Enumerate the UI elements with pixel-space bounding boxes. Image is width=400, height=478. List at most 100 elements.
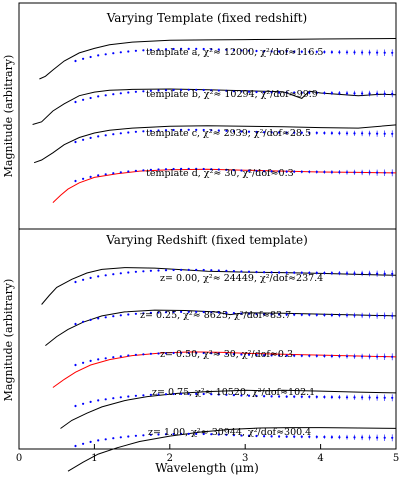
series-a-data-point [187,47,190,51]
series-b-data-point [323,91,326,95]
series-z1.00-data-point [345,436,349,439]
series-z0.00-data-point [187,268,190,271]
series-z0.50-data-point [82,361,85,364]
series-d-data-point [157,168,160,171]
series-z0.25-data-point [195,310,198,313]
bottom-panel-y-axis-label: Magnitude (arbitrary) [2,279,15,402]
series-c-data-point [187,128,190,131]
series-b-data-point [376,92,379,95]
series-b-data-point [149,89,152,92]
series-z0.00-data-point [345,272,349,275]
series-z0.75-data-point [217,393,220,396]
series-z0.75-data-point [127,395,130,398]
series-z0.75-data-point [391,396,394,399]
series-a-data-point [345,51,349,54]
series-a-data-point [225,48,228,51]
series-z0.50-data-point [142,353,145,356]
series-d-data-point [112,172,115,175]
series-b-data-point [89,96,92,100]
series-z1.00-data-point [172,432,175,436]
series-d-data-point [217,168,220,171]
series-d-data-point [187,167,190,170]
series-z1.00-data-point [149,433,152,436]
series-z0.75-data-point [368,396,371,399]
series-z1.00-data-point [187,432,190,435]
series-z0.50-data-point [361,355,364,358]
series-c-data-point [157,129,160,132]
series-a-data-point [270,50,273,53]
series-d-data-point [164,168,168,171]
series-z0.25-data-point [127,313,130,316]
series-z0.00-data-point [293,271,296,274]
series-z0.75-data-point [315,395,318,398]
series-z1.00-data-point [217,433,220,436]
series-z1.00-data-point [157,433,160,436]
series-a-data-point [240,49,243,52]
series-z0.50-data-point [104,357,107,360]
series-z0.75-data-point [149,393,152,396]
series-z0.50-data-point [89,359,92,362]
series-z1.00-data-point [330,436,333,439]
series-c-data-point [134,130,137,133]
series-z0.50-data-point [240,353,243,356]
series-z0.25-data-point [119,314,122,317]
series-z0.00-data-point [383,272,386,275]
series-c-data-point [247,130,251,133]
series-z0.25-data-point [232,312,235,315]
series-c-annotation: template c, χ²≈ 2939, χ²/dof≈28.5 [146,128,311,139]
x-tick-label: 5 [393,453,399,464]
series-a-data-point [383,51,386,54]
series-b-data-point [210,89,213,92]
series-b-data-point [217,89,220,92]
series-d-data-point [330,171,333,174]
series-z0.50-data-point [323,354,326,358]
series-z0.00-data-point [195,268,198,271]
series-z0.00-data-point [285,271,288,274]
series-c-data-point [112,133,115,136]
series-c-data-point [82,138,85,141]
top-panel-title: Varying Template (fixed redshift) [106,11,308,25]
series-z0.00-data-point [270,271,273,274]
series-z0.50-data-point [134,353,137,356]
series-z0.75-data-point [172,392,175,396]
series-d-data-point [195,167,198,170]
series-b-data-point [293,91,296,94]
series-d-data-point [391,171,394,174]
series-c-data-point [263,131,266,134]
series-d-data-point [323,170,326,174]
series-z0.50-data-point [164,352,168,355]
series-z0.50-data-point [127,354,130,357]
series-z0.00-data-point [232,270,235,273]
bottom-panel-title: Varying Redshift (fixed template) [105,233,308,247]
series-c-data-point [119,132,122,135]
series-z0.00-data-point [134,270,137,273]
series-z0.25-data-point [247,312,251,315]
series-z0.25-annotation: z= 0.25, χ²≈ 8625, χ²/dof≈83.7 [140,310,291,321]
series-z0.50-data-point [353,355,356,358]
series-b-data-point [383,92,386,95]
bottom-panel: Varying Redshift (fixed template) Magnit… [2,228,399,475]
series-z0.25-data-point [104,316,107,319]
series-z0.50-data-point [300,354,303,357]
series-z0.75-data-point [240,394,243,397]
series-a-data-point [338,51,341,54]
series-d-data-point [315,170,318,173]
series-z0.50-data-point [187,351,190,354]
series-b-data-point [338,92,341,95]
series-c-data-point [353,132,356,135]
series-d-data-point [338,171,341,174]
series-d-data-point [89,175,92,178]
series-z0.75-data-point [202,392,205,396]
series-z0.50-data-point [376,355,379,358]
series-z0.75-data-point [376,396,379,399]
series-d-data-point [104,173,107,176]
series-z0.00-data-point [240,270,243,273]
series-d-data-point [278,170,281,173]
series-z0.25-data-point [383,314,386,317]
series-a-data-point [255,49,258,53]
series-z0.75-data-point [180,392,183,395]
bottom-panel-frame [18,228,397,450]
series-z0.75-data-point [323,395,326,399]
series-b-data-point [353,92,356,95]
top-panel: Varying Template (fixed redshift) Magnit… [2,2,397,230]
